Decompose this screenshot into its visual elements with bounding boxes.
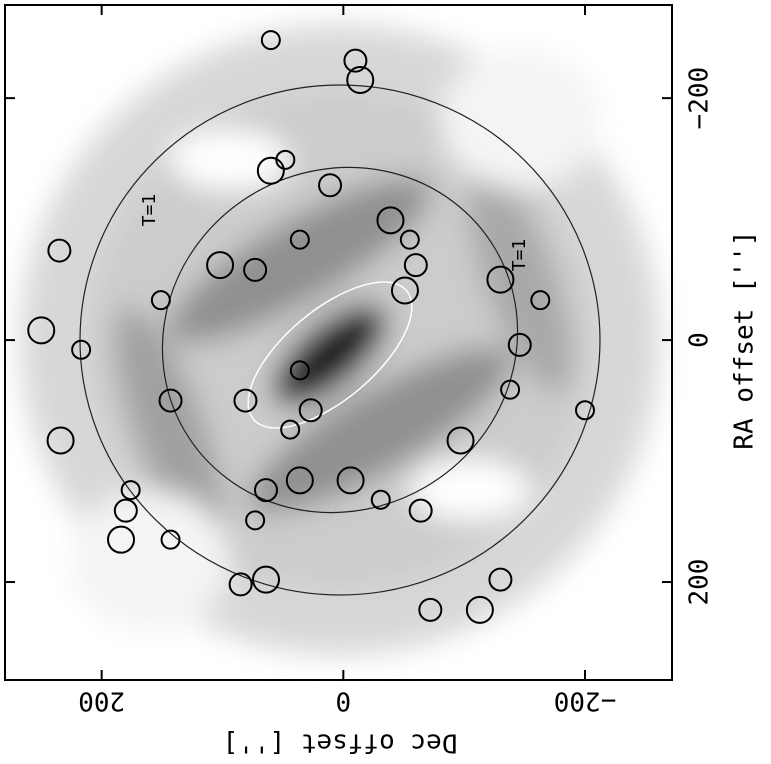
- x-axis-label: Dec offset ['']: [223, 728, 458, 758]
- source-marker: [289, 360, 310, 381]
- y-tick-label: 200: [685, 559, 715, 606]
- source-marker: [280, 419, 301, 440]
- source-marker: [336, 466, 365, 495]
- contour-line: [247, 281, 413, 429]
- source-marker: [150, 290, 171, 311]
- source-marker: [500, 379, 521, 400]
- source-marker: [71, 339, 92, 360]
- source-marker: [346, 66, 375, 94]
- source-marker: [376, 206, 405, 235]
- y-tick-label: 0: [685, 332, 715, 348]
- source-marker: [343, 48, 368, 73]
- source-marker: [206, 251, 235, 280]
- source-marker: [575, 400, 595, 421]
- source-marker: [530, 290, 551, 311]
- source-marker: [298, 398, 323, 423]
- annotation: T=1: [139, 194, 160, 227]
- source-marker: [486, 265, 515, 294]
- source-marker: [158, 388, 183, 413]
- source-marker: [27, 316, 56, 345]
- source-marker: [418, 597, 443, 622]
- source-marker: [46, 426, 75, 455]
- y-axis-label: RA offset ['']: [730, 230, 760, 449]
- source-marker: [403, 253, 428, 278]
- source-marker: [120, 480, 141, 501]
- source-marker: [47, 238, 72, 263]
- source-marker: [254, 478, 278, 503]
- source-marker: [289, 229, 310, 250]
- source-marker: [228, 572, 253, 597]
- source-marker: [256, 156, 285, 185]
- x-tick-label: 200: [78, 686, 125, 716]
- source-marker: [113, 498, 138, 523]
- contour-line: [161, 166, 519, 514]
- source-marker: [488, 567, 513, 592]
- annotation: T=1: [509, 239, 530, 272]
- plot-frame: [4, 4, 673, 681]
- source-marker: [465, 595, 494, 624]
- source-marker: [318, 173, 343, 198]
- y-tick-label: −200: [685, 67, 715, 130]
- source-marker: [399, 229, 420, 250]
- contour-map: [20, 25, 660, 655]
- source-marker: [446, 426, 475, 455]
- source-marker: [507, 332, 532, 357]
- source-marker: [390, 276, 419, 305]
- x-tick-label: 0: [336, 686, 352, 716]
- source-marker: [260, 30, 281, 51]
- source-marker: [233, 388, 258, 413]
- source-marker: [160, 529, 181, 550]
- source-marker: [243, 257, 268, 282]
- source-marker: [107, 525, 135, 554]
- source-marker: [408, 498, 433, 523]
- source-marker: [245, 510, 266, 531]
- source-marker: [252, 565, 280, 594]
- x-tick-label: −200: [554, 686, 617, 716]
- source-marker: [370, 489, 391, 510]
- source-marker: [285, 466, 314, 495]
